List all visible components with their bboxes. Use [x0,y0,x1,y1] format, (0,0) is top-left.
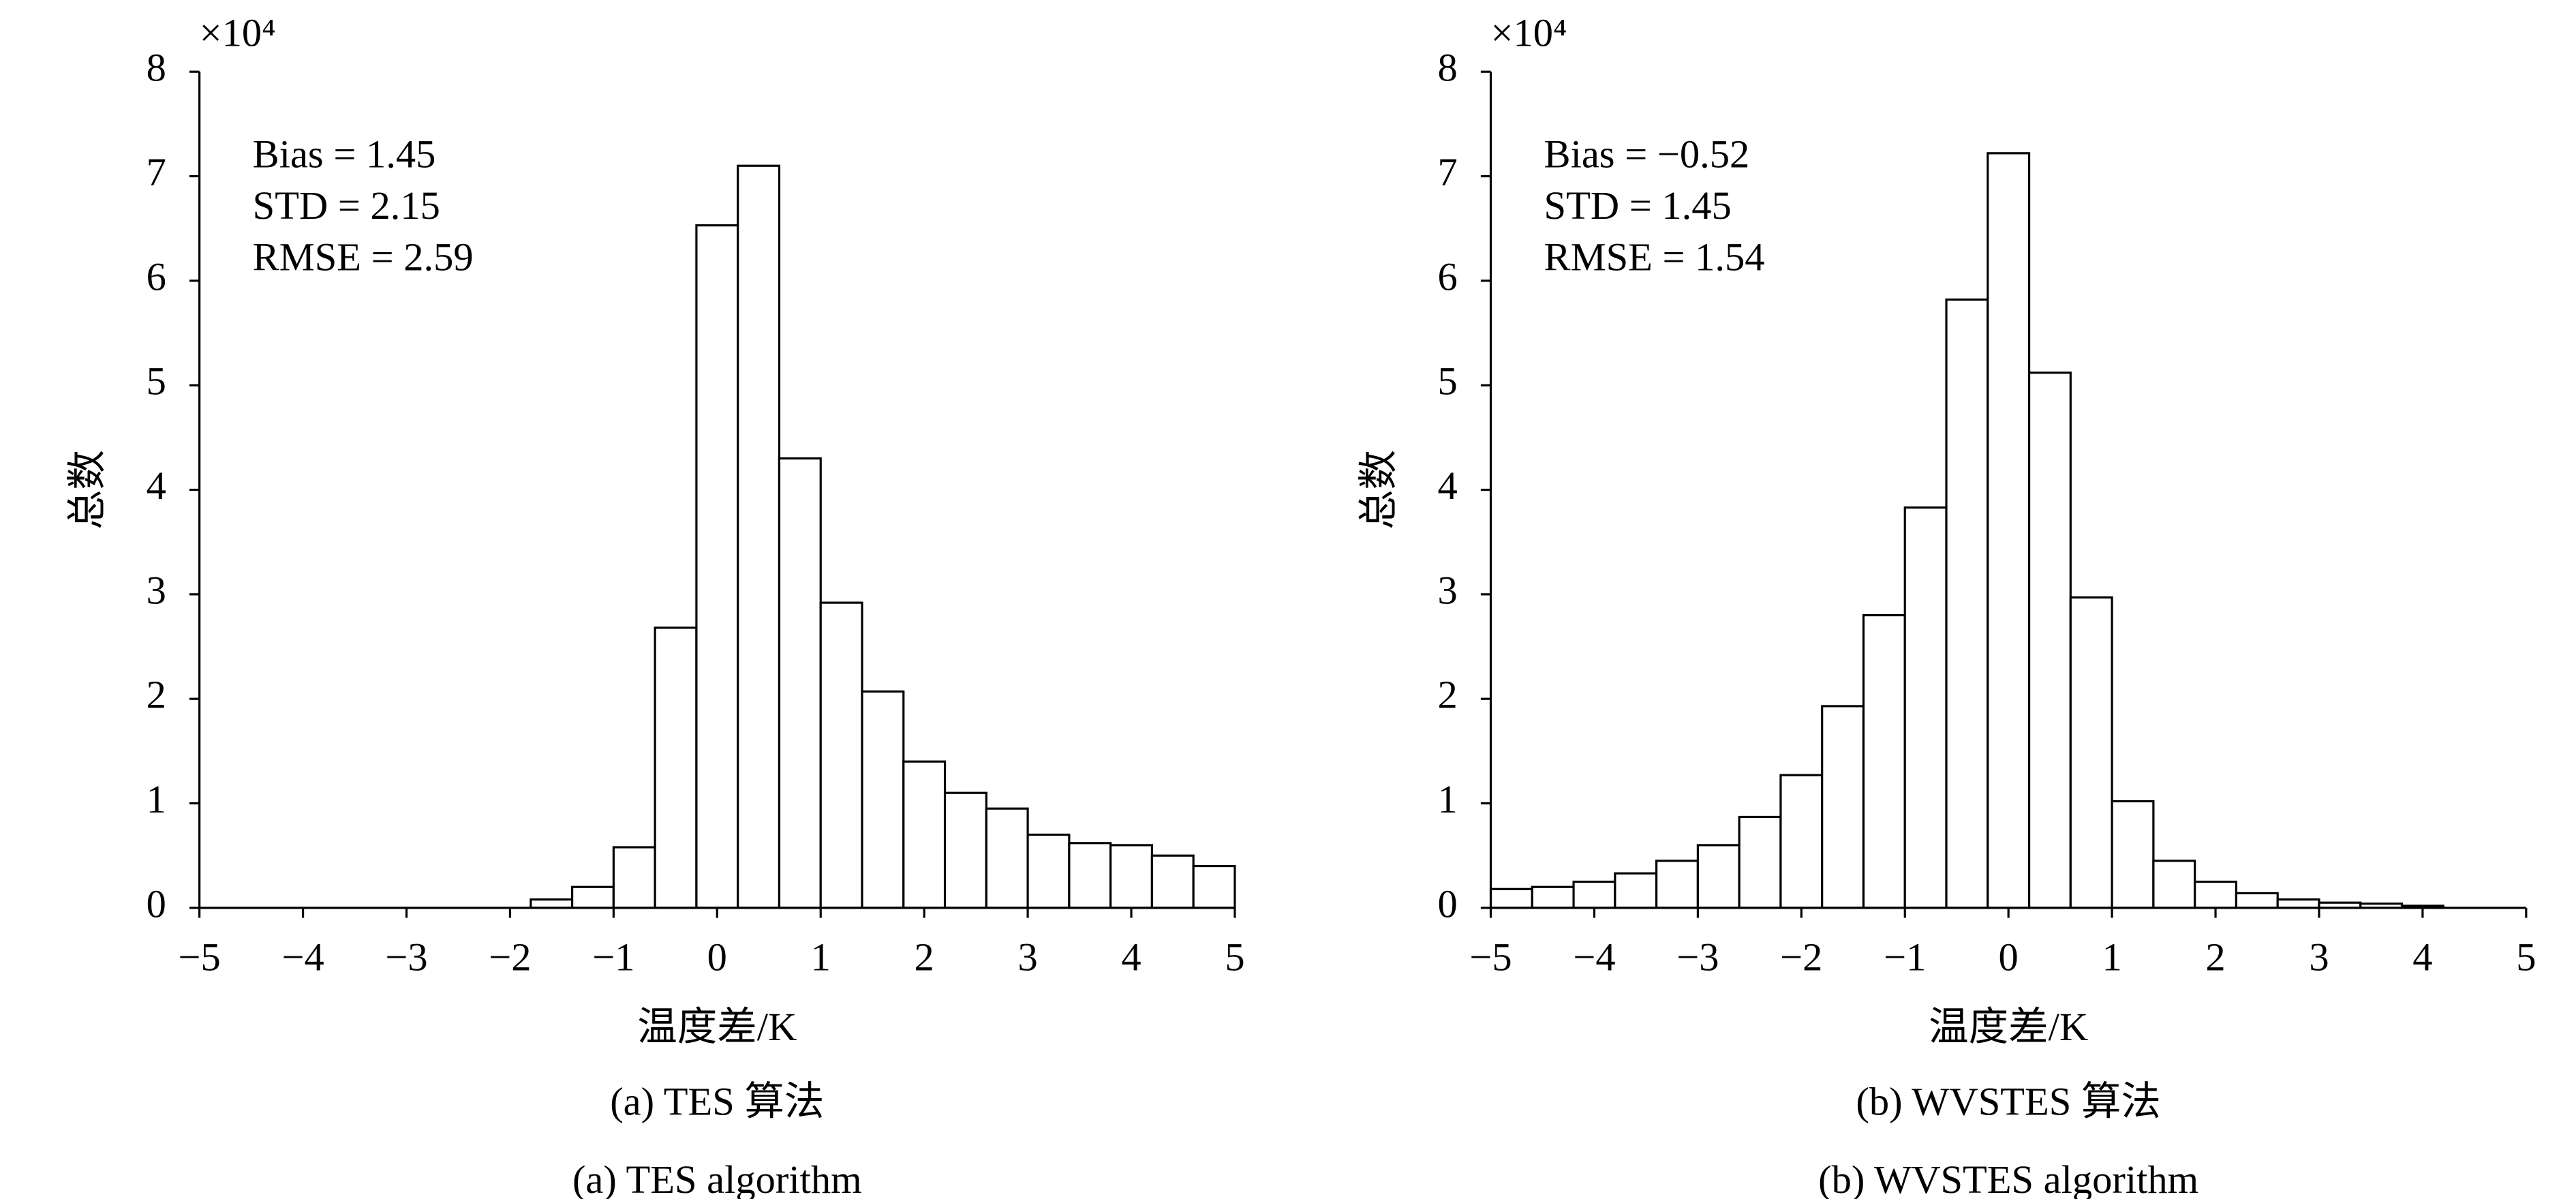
multiplier: ×10⁴ [1491,10,1567,55]
bar [2276,898,2320,909]
annotation: RMSE = 2.59 [253,235,474,279]
x-tick-label: −3 [1676,935,1719,979]
bar [985,807,1029,909]
bar [737,164,781,909]
y-tick-label: 5 [1437,359,1457,404]
y-tick-label: 1 [1437,777,1457,821]
bar [1068,842,1112,909]
x-tick-label: 4 [2412,935,2432,979]
x-tick-label: −2 [489,935,531,979]
bar [1862,613,1906,909]
caption: (b) WVSTES 算法 [1856,1080,2161,1124]
bar [2111,800,2155,909]
bar [530,898,574,909]
bar [1026,833,1071,909]
bar [612,846,656,909]
x-tick-label: 5 [1225,935,1244,979]
bar [902,760,947,909]
x-tick-label: 1 [2102,935,2121,979]
y-tick-label: 2 [147,673,166,717]
bar [654,626,698,909]
annotation: Bias = −0.52 [1544,132,1750,176]
bar [1987,152,2031,909]
x-tick-label: 2 [915,935,934,979]
x-tick-label: −5 [179,935,221,979]
caption: (a) TES 算法 [610,1080,824,1124]
x-tick-label: −1 [1884,935,1926,979]
x-tick-label: 2 [2205,935,2225,979]
y-tick-label: 6 [1437,254,1457,299]
bar [1572,880,1616,909]
bar [943,791,987,909]
x-tick-label: 3 [1017,935,1037,979]
x-tick-label: 0 [1999,935,2019,979]
x-tick-label: −5 [1469,935,1512,979]
y-tick-label: 6 [147,254,166,299]
bar [2069,596,2113,909]
bar [1903,506,1948,909]
multiplier: ×10⁴ [200,10,276,55]
y-tick-label: 5 [147,359,166,404]
x-tick-label: 4 [1121,935,1141,979]
x-tick-label: −4 [1573,935,1615,979]
bar [1738,815,1782,909]
annotation: Bias = 1.45 [253,132,436,176]
caption-en: (b) WVSTES algorithm [1818,1157,2198,1199]
y-tick-label: 4 [147,464,166,508]
x-tick-label: −2 [1780,935,1822,979]
x-tick-label: −1 [592,935,634,979]
bar [1945,298,1989,909]
y-tick-label: 2 [1437,673,1457,717]
bar [1779,774,1824,909]
bar [1192,864,1236,909]
y-tick-label: 8 [1437,46,1457,90]
x-tick-label: 5 [2516,935,2536,979]
y-tick-label: 0 [147,881,166,926]
y-tick-label: 3 [147,568,166,612]
bar [1531,885,1575,909]
bar [1655,860,1699,909]
annotation: STD = 1.45 [1544,183,1732,228]
y-tick-label: 0 [1437,881,1457,926]
bar [2194,880,2238,909]
bar [2235,892,2279,909]
y-tick-label: 8 [147,46,166,90]
bar [2152,860,2196,909]
annotation: RMSE = 1.54 [1544,235,1765,279]
y-tick-label: 4 [1437,464,1457,508]
x-tick-label: 0 [707,935,727,979]
bar [778,457,822,909]
x-axis-label: 温度差/K [637,1005,797,1049]
bar [1821,705,1865,909]
bar [1614,872,1658,909]
y-axis-label: 总数 [1356,450,1400,530]
bar [695,224,739,909]
bar [2027,371,2072,909]
y-axis-label: 总数 [65,450,110,530]
x-tick-label: 1 [811,935,831,979]
bar [1109,844,1154,909]
bar [1696,844,1741,909]
bar [861,690,905,909]
x-tick-label: −3 [385,935,427,979]
y-tick-label: 1 [147,777,166,821]
y-tick-label: 7 [1437,150,1457,194]
x-tick-label: 3 [2309,935,2329,979]
x-tick-label: −4 [281,935,324,979]
x-axis-label: 温度差/K [1929,1005,2088,1049]
y-tick-label: 3 [1437,568,1457,612]
bar [1489,887,1533,909]
bar [1150,854,1195,909]
bar [819,601,863,909]
annotation: STD = 2.15 [253,183,440,228]
y-tick-label: 7 [147,150,166,194]
caption-en: (a) TES algorithm [572,1157,862,1199]
bar [571,885,615,909]
